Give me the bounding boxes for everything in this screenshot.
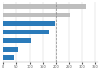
Bar [3, 38, 31, 43]
Bar [3, 21, 55, 26]
Bar [3, 56, 14, 60]
Bar [3, 4, 86, 9]
Bar [3, 30, 49, 34]
Bar [3, 47, 18, 52]
Bar [3, 13, 70, 17]
